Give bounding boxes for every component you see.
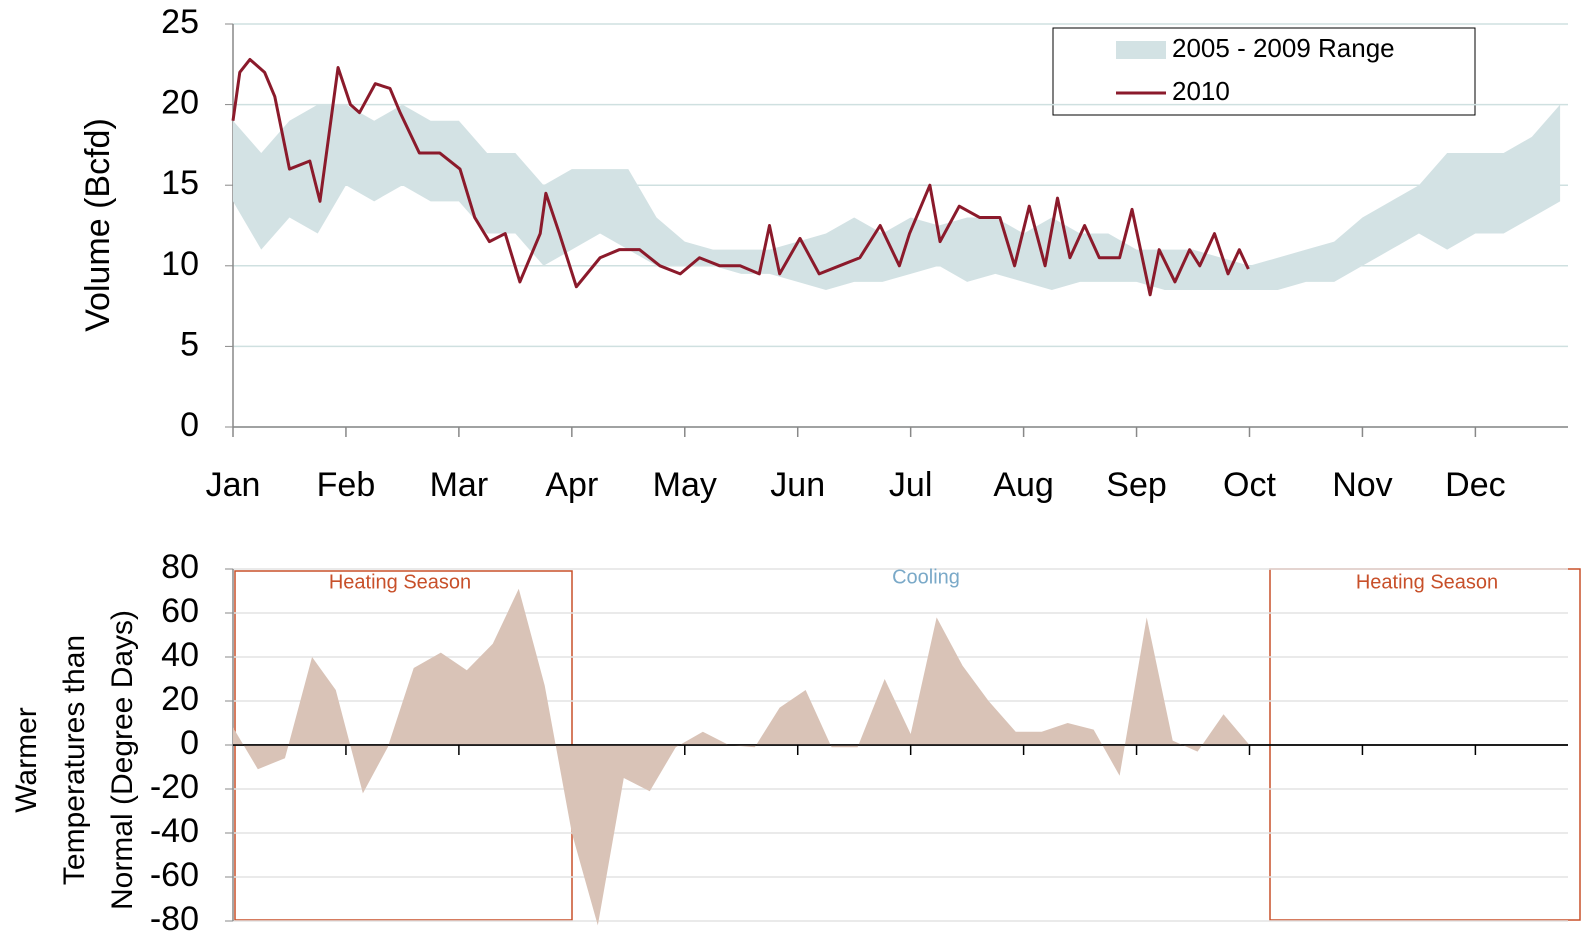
y-tick-label: 0	[180, 406, 199, 444]
annotation: Heating Season	[1356, 571, 1498, 593]
y-tick-label: -20	[150, 768, 199, 806]
y-tick-label: 5	[180, 325, 199, 363]
area	[233, 588, 1250, 926]
legend-label: 2005 - 2009 Range	[1172, 33, 1395, 63]
x-tick-label: Apr	[545, 466, 598, 504]
y-axis-label: Volume (Bcfd)	[79, 118, 117, 332]
line	[231, 57, 1250, 297]
x-tick-label: Aug	[993, 466, 1054, 504]
x-tick-label: Jun	[770, 466, 825, 504]
y-tick-label: -60	[150, 856, 199, 894]
y-tick-label: 80	[161, 548, 199, 586]
y-tick-label: 25	[161, 3, 199, 41]
x-tick-label: May	[653, 466, 717, 504]
y-tick-label: -40	[150, 812, 199, 850]
x-tick-label: Dec	[1445, 466, 1505, 504]
range-band	[233, 104, 1561, 290]
x-tick-label: Jan	[206, 466, 261, 504]
y-tick-label: 20	[161, 680, 199, 718]
annotation: Cooling	[892, 566, 960, 588]
y-tick-label: 20	[161, 84, 199, 122]
x-tick-label: Nov	[1332, 466, 1392, 504]
y-tick-label: 10	[161, 245, 199, 283]
x-tick-label: Feb	[317, 466, 376, 504]
y-tick-label: -80	[150, 900, 199, 938]
y-tick-label: 15	[161, 164, 199, 202]
legend-swatch	[1116, 41, 1166, 59]
x-tick-label: Oct	[1223, 466, 1276, 504]
annotation: Heating Season	[329, 571, 471, 593]
legend-label: 2010	[1172, 76, 1230, 106]
y-axis-label: Normal (Degree Days)	[106, 610, 139, 910]
x-tick-label: Jul	[889, 466, 932, 504]
x-tick-label: Sep	[1106, 466, 1167, 504]
x-tick-label: Mar	[430, 466, 489, 504]
y-tick-label: 40	[161, 636, 199, 674]
y-axis-label: Warmer	[10, 707, 43, 813]
y-axis-label: Temperatures than	[58, 635, 91, 885]
y-tick-label: 60	[161, 592, 199, 630]
y-tick-label: 0	[180, 724, 199, 762]
